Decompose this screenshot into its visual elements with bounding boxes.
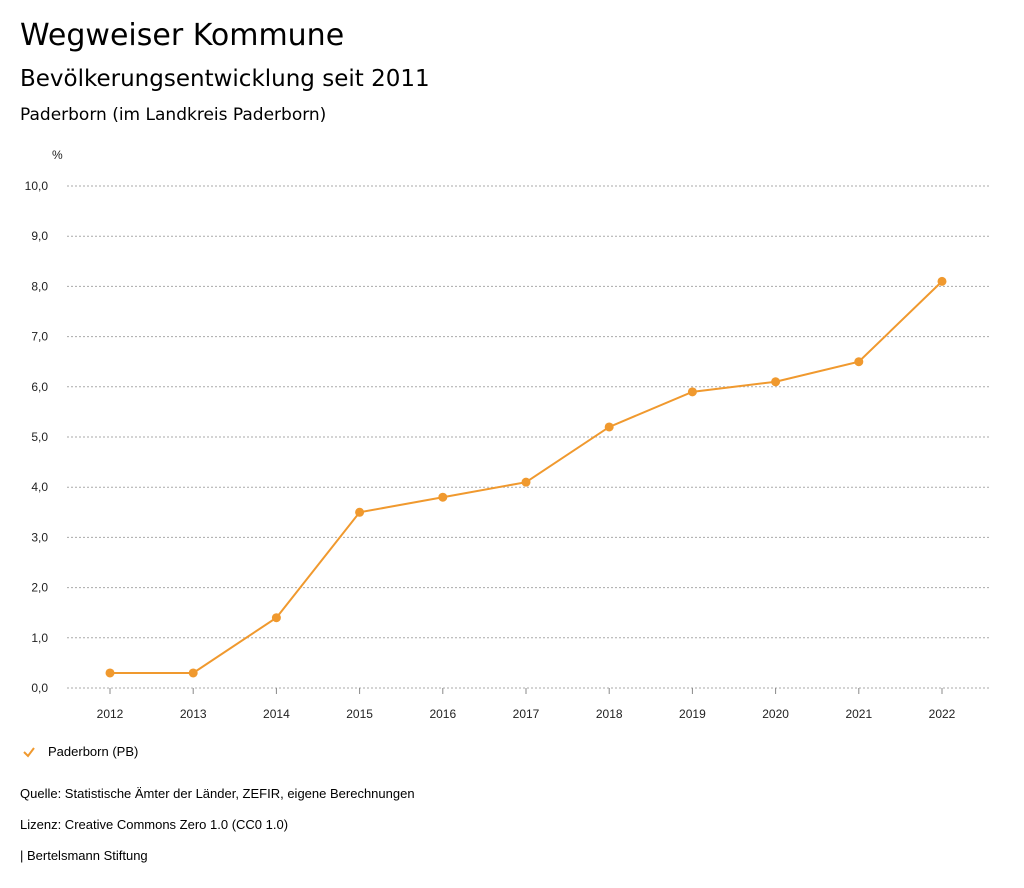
x-tick-label: 2016 [429,707,456,721]
legend-item[interactable]: Paderborn (PB) [22,744,138,759]
license-text: Lizenz: Creative Commons Zero 1.0 (CC0 1… [20,817,289,832]
region-title: Paderborn (im Landkreis Paderborn) [20,105,327,125]
data-point [687,387,697,397]
publisher-text: | Bertelsmann Stiftung [20,848,148,863]
x-tick-label: 2017 [513,707,540,721]
series-line [110,280,943,674]
y-tick-label: 5,0 [31,430,48,444]
data-point [521,477,531,487]
data-point [937,276,947,286]
y-tick-label: 0,0 [31,681,48,695]
x-tick-label: 2022 [929,707,956,721]
data-point [271,613,281,623]
y-tick-label: 3,0 [31,530,48,544]
y-tick-label: 9,0 [31,229,48,243]
data-point [438,492,448,502]
x-tick-label: 2021 [845,707,872,721]
y-tick-label: 2,0 [31,581,48,595]
x-tick-label: 2012 [97,707,124,721]
data-point [771,377,781,387]
chart-title: Bevölkerungsentwicklung seit 2011 [20,66,430,92]
line-chart: % 0,0 1,0 2,0 3,0 4,0 5,0 6,0 7,0 8,0 9,0 10,0 2012 2… [25,148,990,721]
data-point [105,668,115,678]
y-tick-label: 6,0 [31,380,48,394]
data-point [854,357,864,367]
data-point [188,668,198,678]
x-tick-label: 2018 [596,707,623,721]
y-tick-label: 1,0 [31,631,48,645]
app-title: Wegweiser Kommune [20,18,345,53]
legend-label: Paderborn (PB) [48,744,139,759]
x-tick-label: 2013 [180,707,207,721]
x-tick-label: 2020 [762,707,789,721]
x-tick-label: 2019 [679,707,706,721]
source-text: Quelle: Statistische Ämter der Länder, Z… [20,786,415,801]
check-icon [23,746,35,758]
y-axis-unit: % [52,148,63,162]
x-tick-label: 2014 [263,707,290,721]
y-tick-label: 7,0 [31,330,48,344]
y-tick-label: 10,0 [25,179,49,193]
data-point [604,422,614,432]
y-tick-label: 8,0 [31,279,48,293]
x-tick-label: 2015 [346,707,373,721]
data-point [355,507,365,517]
y-tick-label: 4,0 [31,480,48,494]
